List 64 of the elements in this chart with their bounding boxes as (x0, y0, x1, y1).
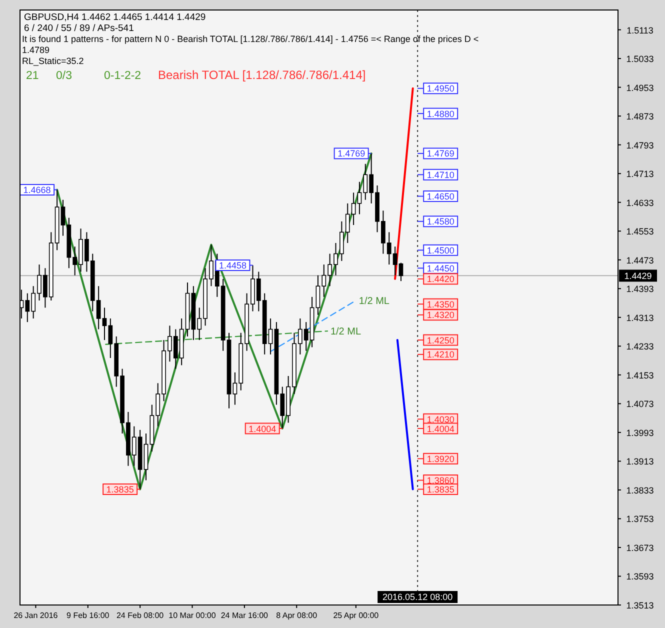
annotation: 1.4350 (426, 299, 454, 310)
annotation: 1.4500 (426, 245, 454, 256)
y-tick-label: 1.5113 (626, 25, 654, 36)
y-tick-label: 1.4953 (626, 82, 654, 93)
x-tick-label: 24 Feb 08:00 (116, 611, 164, 620)
y-tick-label: 1.4153 (626, 370, 654, 380)
annotation: 0-1-2-2 (104, 70, 142, 82)
annotation: 1.4004 (426, 424, 454, 434)
annotation: 1.4950 (426, 84, 454, 94)
annotation: 1.3860 (426, 476, 454, 486)
annotation: 21 (26, 70, 39, 82)
annotation: 1/2 ML (358, 296, 390, 307)
annotation: 1.4880 (426, 108, 454, 119)
annotation: 1.4420 (426, 274, 454, 284)
y-tick-label: 1.4473 (626, 255, 654, 266)
text: 6 / 240 / 55 / 89 / APs-541 (24, 23, 134, 34)
x-tick-label: 26 Jan 2016 (14, 611, 58, 620)
ref-line-label: 1.4429 (624, 271, 652, 282)
y-tick-label: 1.3913 (626, 456, 654, 467)
y-tick-label: 1.4313 (626, 312, 654, 323)
y-tick-label: 1.4793 (626, 140, 654, 150)
annotation: 1.4450 (426, 263, 454, 274)
y-tick-label: 1.4713 (626, 169, 654, 180)
annotation: 1.3920 (426, 454, 454, 464)
annotation: 1.4030 (426, 414, 454, 424)
annotation: 1.4210 (426, 350, 454, 360)
annotation: RL_Static=35.2 (22, 56, 84, 66)
annotation: 1/2 ML (330, 326, 362, 338)
x-tick-label: 8 Apr 08:00 (276, 611, 318, 620)
annotation: 1.4458 (218, 260, 246, 271)
annotation: 0/3 (56, 70, 72, 82)
annotation: 1.3835 (426, 484, 454, 495)
y-tick-label: 1.5033 (626, 54, 654, 64)
annotation: 1.4650 (426, 192, 454, 202)
annotation: 1.4769 (426, 148, 454, 159)
y-tick-label: 1.3993 (626, 428, 654, 438)
annotation: Bearish TOTAL [1.128/.786/.786/1.414] (158, 68, 366, 82)
y-tick-label: 1.3673 (626, 542, 654, 553)
annotation: 1.4004 (248, 424, 276, 434)
x-tick-label: 25 Apr 00:00 (333, 611, 380, 620)
y-tick-label: 1.4873 (626, 112, 654, 122)
y-tick-label: 1.3753 (626, 514, 654, 524)
y-tick-label: 1.4393 (626, 284, 654, 294)
annotation: 1.3835 (106, 484, 134, 495)
candlestick (398, 262, 404, 282)
y-tick-label: 1.4073 (626, 399, 654, 410)
y-tick-label: 1.3513 (626, 600, 654, 610)
chart-title: GBPUSD,H4 1.4462 1.4465 1.4414 1.4429 (24, 12, 206, 23)
x-tick-label: 10 Mar 00:00 (168, 611, 216, 620)
annotation: 1.4769 (338, 148, 366, 159)
y-tick-label: 1.4633 (626, 198, 654, 208)
y-tick-label: 1.3833 (626, 485, 654, 496)
y-tick-label: 1.3593 (626, 572, 654, 582)
annotation: 1.4250 (426, 335, 454, 346)
annotation: 1.4320 (426, 310, 454, 320)
annotation: 1.4668 (23, 185, 51, 196)
annotation: 1.4580 (426, 216, 454, 227)
y-tick-label: 1.4553 (626, 226, 654, 237)
x-tick-label: 24 Mar 16:00 (220, 611, 269, 620)
annotation: 1.4710 (426, 170, 454, 180)
y-tick-label: 1.4233 (626, 342, 654, 352)
annotation: It is found 1 patterns - for pattern N 0 - Bearish TOTAL [1.128/.786/.786/1.414] - 1.4756 =< Range of the prices D < 1.4789 (22, 34, 479, 55)
ref-line-label: 2016.05.12 08:00 (382, 592, 453, 602)
x-tick-label: 9 Feb 16:00 (66, 611, 110, 620)
